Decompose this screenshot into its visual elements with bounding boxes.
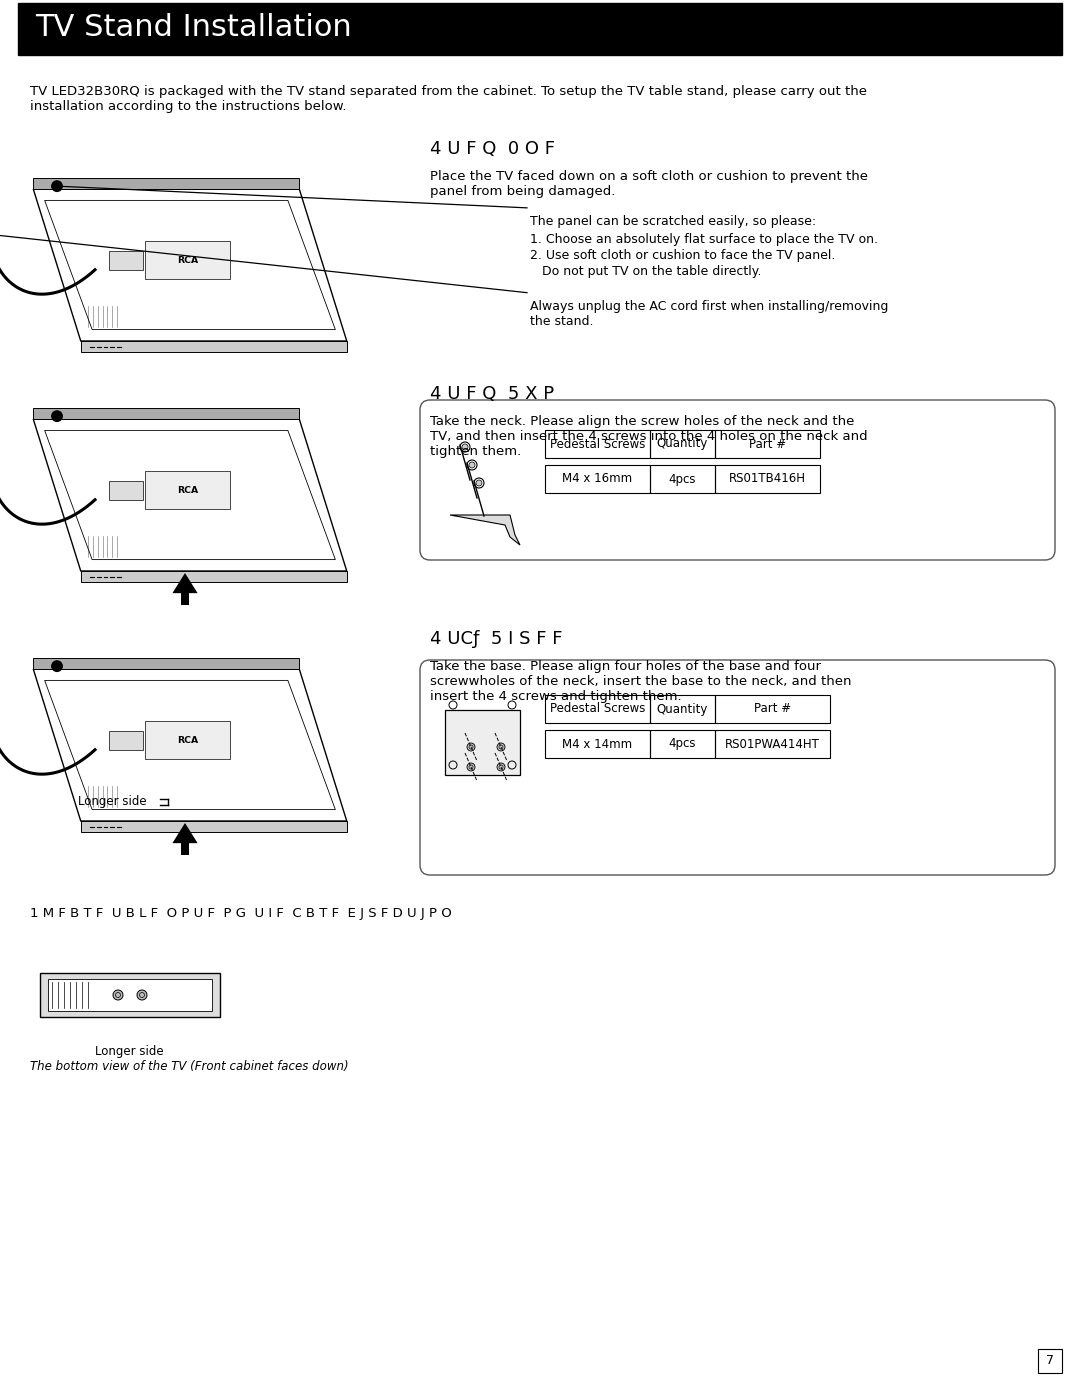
Text: Pedestal Screws: Pedestal Screws <box>550 438 645 451</box>
Text: Always unplug the AC cord first when installing/removing
the stand.: Always unplug the AC cord first when ins… <box>530 300 889 328</box>
Polygon shape <box>173 823 198 843</box>
Bar <box>545 730 650 757</box>
Bar <box>545 695 650 723</box>
Bar <box>715 695 831 723</box>
Bar <box>109 251 143 269</box>
Text: TV Stand Installation: TV Stand Installation <box>35 14 352 42</box>
Text: Pedestal Screws: Pedestal Screws <box>550 703 645 716</box>
Text: RS01PWA414HT: RS01PWA414HT <box>725 738 820 751</box>
Bar <box>445 710 519 776</box>
Polygon shape <box>33 188 347 340</box>
Circle shape <box>52 412 63 421</box>
Text: Longer side: Longer side <box>95 1045 164 1057</box>
Text: Quantity: Quantity <box>657 438 708 451</box>
Circle shape <box>497 763 505 771</box>
Bar <box>180 593 189 605</box>
Polygon shape <box>173 573 198 593</box>
Bar <box>650 465 715 492</box>
Bar <box>109 731 143 749</box>
Bar <box>40 972 220 1017</box>
Text: 4 U F Q  5 X P: 4 U F Q 5 X P <box>430 385 554 403</box>
Text: M4 x 16mm: M4 x 16mm <box>563 473 633 485</box>
Bar <box>650 430 715 458</box>
Polygon shape <box>33 657 299 670</box>
Circle shape <box>469 462 475 467</box>
Text: Take the neck. Please align the screw holes of the neck and the
TV, and then ins: Take the neck. Please align the screw ho… <box>430 414 867 458</box>
Text: TV LED32B30RQ is packaged with the TV stand separated from the cabinet. To setup: TV LED32B30RQ is packaged with the TV st… <box>30 85 867 113</box>
Bar <box>545 430 650 458</box>
Text: Longer side: Longer side <box>78 795 147 808</box>
Polygon shape <box>81 571 347 582</box>
Text: Do not put TV on the table directly.: Do not put TV on the table directly. <box>530 265 761 278</box>
FancyBboxPatch shape <box>145 241 230 279</box>
Text: Part #: Part # <box>748 438 786 451</box>
Polygon shape <box>33 418 347 571</box>
Polygon shape <box>81 822 347 833</box>
Text: 1. Choose an absolutely flat surface to place the TV on.: 1. Choose an absolutely flat surface to … <box>530 233 878 246</box>
Text: 4pcs: 4pcs <box>669 738 697 751</box>
Polygon shape <box>81 340 347 353</box>
FancyBboxPatch shape <box>145 472 230 509</box>
Circle shape <box>462 444 468 451</box>
Text: RCA: RCA <box>177 255 199 265</box>
Text: 4 U F Q  0 O F: 4 U F Q 0 O F <box>430 140 555 158</box>
Polygon shape <box>450 515 519 545</box>
Bar <box>715 730 831 757</box>
Polygon shape <box>33 407 299 418</box>
Bar <box>1038 1349 1062 1373</box>
Polygon shape <box>33 670 347 822</box>
Text: 4 UCƒ  5 I S F F: 4 UCƒ 5 I S F F <box>430 631 563 649</box>
Text: RS01TB416H: RS01TB416H <box>729 473 806 485</box>
Text: RCA: RCA <box>177 485 199 495</box>
Text: Quantity: Quantity <box>657 703 708 716</box>
Text: 7: 7 <box>1047 1355 1054 1367</box>
Text: M4 x 14mm: M4 x 14mm <box>563 738 633 751</box>
FancyBboxPatch shape <box>420 660 1055 875</box>
FancyBboxPatch shape <box>145 721 230 759</box>
Circle shape <box>467 744 475 751</box>
Circle shape <box>52 181 63 191</box>
Circle shape <box>113 990 123 1000</box>
Text: Part #: Part # <box>754 703 791 716</box>
Bar <box>715 430 820 458</box>
Bar <box>715 465 820 492</box>
Text: 1 M F B T F  U B L F  O P U F  P G  U I F  C B T F  E J S F D U J P O: 1 M F B T F U B L F O P U F P G U I F C … <box>30 907 451 919</box>
Bar <box>650 695 715 723</box>
Circle shape <box>476 480 482 485</box>
Circle shape <box>467 763 475 771</box>
Circle shape <box>52 661 63 671</box>
FancyBboxPatch shape <box>420 400 1055 559</box>
Bar <box>545 465 650 492</box>
Polygon shape <box>33 177 299 188</box>
Bar <box>18 3 1062 54</box>
Bar <box>650 730 715 757</box>
Bar <box>180 843 189 855</box>
Text: 4pcs: 4pcs <box>669 473 697 485</box>
Text: 2. Use soft cloth or cushion to face the TV panel.: 2. Use soft cloth or cushion to face the… <box>530 248 835 262</box>
Bar <box>109 481 143 499</box>
Text: The bottom view of the TV (Front cabinet faces down): The bottom view of the TV (Front cabinet… <box>30 1060 349 1073</box>
Circle shape <box>497 744 505 751</box>
Text: RCA: RCA <box>177 735 199 745</box>
Text: The panel can be scratched easily, so please:: The panel can be scratched easily, so pl… <box>530 215 816 227</box>
Text: Take the base. Please align four holes of the base and four
screwwholes of the n: Take the base. Please align four holes o… <box>430 660 851 703</box>
Text: Place the TV faced down on a soft cloth or cushion to prevent the
panel from bei: Place the TV faced down on a soft cloth … <box>430 170 868 198</box>
Circle shape <box>137 990 147 1000</box>
Bar <box>48 979 212 1011</box>
